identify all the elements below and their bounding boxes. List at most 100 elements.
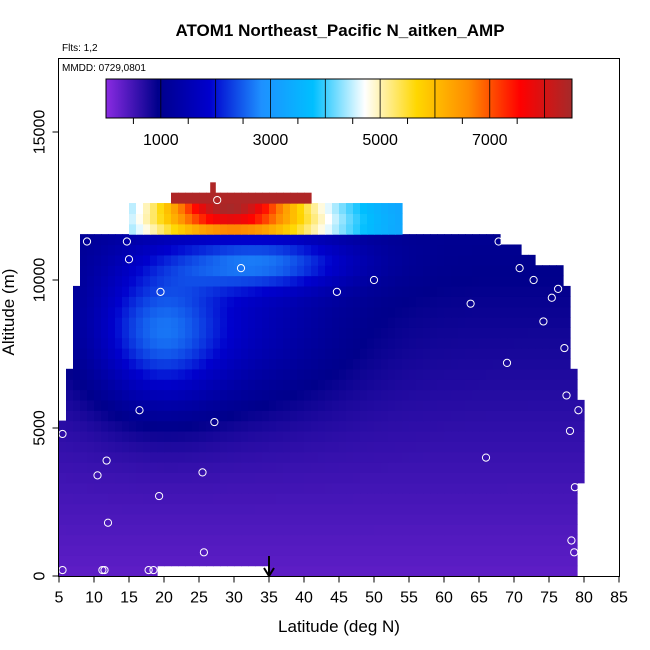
heatmap-cell — [339, 410, 347, 422]
heatmap-cell — [129, 379, 137, 391]
heatmap-cell — [129, 327, 137, 339]
heatmap-cell — [458, 327, 466, 339]
heatmap-cell — [556, 275, 564, 287]
heatmap-cell — [297, 234, 305, 246]
heatmap-cell — [346, 534, 354, 546]
heatmap-cell — [507, 462, 515, 473]
heatmap-cell — [185, 441, 193, 453]
heatmap-cell — [402, 503, 410, 515]
heatmap-cell — [178, 493, 186, 505]
heatmap-cell — [206, 544, 214, 556]
heatmap-cell — [234, 493, 242, 505]
heatmap-cell — [143, 462, 151, 473]
heatmap-cell — [255, 379, 263, 391]
heatmap-cell — [535, 399, 543, 411]
heatmap-cell — [367, 441, 375, 453]
heatmap-cell — [521, 451, 529, 463]
heatmap-cell — [486, 462, 494, 473]
heatmap-cell — [542, 285, 550, 297]
heatmap-cell — [66, 441, 74, 453]
heatmap-cell — [297, 368, 305, 380]
heatmap-cell — [367, 524, 375, 536]
heatmap-cell — [444, 327, 452, 339]
heatmap-cell — [73, 472, 81, 484]
heatmap-cell — [220, 441, 228, 453]
heatmap-cell — [290, 389, 298, 401]
heatmap-cell — [255, 213, 263, 225]
heatmap-cell — [283, 285, 291, 297]
heatmap-cell — [171, 482, 179, 494]
heatmap-cell — [178, 265, 186, 277]
heatmap-cell — [493, 410, 501, 422]
heatmap-cell — [213, 410, 221, 422]
heatmap-cell — [542, 482, 550, 494]
heatmap-cell — [297, 254, 305, 266]
heatmap-cell — [346, 544, 354, 556]
heatmap-cell — [325, 327, 333, 339]
heatmap-cell — [339, 472, 347, 484]
heatmap-cell — [479, 327, 487, 339]
heatmap-cell — [178, 462, 186, 473]
heatmap-cell — [311, 337, 319, 349]
heatmap-cell — [248, 441, 256, 453]
heatmap-cell — [73, 534, 81, 546]
heatmap-cell — [311, 534, 319, 546]
heatmap-cell — [542, 565, 550, 577]
heatmap-cell — [199, 451, 207, 463]
heatmap-cell — [332, 565, 340, 577]
heatmap-cell — [353, 296, 361, 308]
heatmap-cell — [164, 451, 172, 463]
heatmap-cell — [381, 348, 389, 360]
heatmap-cell — [101, 503, 109, 515]
heatmap-cell — [346, 317, 354, 328]
heatmap-cell — [549, 275, 557, 287]
heatmap-cell — [73, 493, 81, 505]
heatmap-cell — [304, 503, 312, 515]
heatmap-cell — [577, 462, 585, 473]
heatmap-cell — [416, 327, 424, 339]
heatmap-cell — [353, 441, 361, 453]
heatmap-cell — [192, 306, 200, 318]
heatmap-cell — [353, 368, 361, 380]
heatmap-cell — [262, 555, 270, 567]
heatmap-cell — [73, 482, 81, 494]
heatmap-cell — [290, 451, 298, 463]
heatmap-cell — [199, 430, 207, 442]
heatmap-cell — [479, 482, 487, 494]
heatmap-cell — [150, 482, 158, 494]
heatmap-cell — [311, 368, 319, 380]
heatmap-cell — [255, 524, 263, 536]
heatmap-cell — [220, 296, 228, 308]
heatmap-cell — [395, 544, 403, 556]
heatmap-cell — [486, 337, 494, 349]
heatmap-cell — [185, 472, 193, 484]
heatmap-cell — [458, 565, 466, 577]
heatmap-cell — [269, 503, 277, 515]
heatmap-cell — [304, 244, 312, 256]
heatmap-cell — [192, 389, 200, 401]
heatmap-cell — [360, 441, 368, 453]
heatmap-cell — [87, 472, 95, 484]
heatmap-cell — [486, 410, 494, 422]
heatmap-cell — [66, 430, 74, 442]
heatmap-cell — [535, 317, 543, 328]
heatmap-cell — [66, 399, 74, 411]
heatmap-cell — [521, 441, 529, 453]
colorbar-tick-label: 5000 — [362, 132, 398, 149]
heatmap-cell — [437, 544, 445, 556]
heatmap-cell — [157, 203, 165, 214]
heatmap-cell — [423, 275, 431, 287]
heatmap-cell — [318, 503, 326, 515]
heatmap-cell — [73, 503, 81, 515]
heatmap-cell — [178, 213, 186, 225]
heatmap-cell — [556, 503, 564, 515]
heatmap-cell — [346, 296, 354, 308]
heatmap-cell — [269, 213, 277, 225]
heatmap-cell — [150, 430, 158, 442]
heatmap-cell — [486, 379, 494, 391]
heatmap-cell — [423, 534, 431, 546]
heatmap-cell — [395, 348, 403, 360]
heatmap-cell — [101, 244, 109, 256]
heatmap-cell — [248, 203, 256, 214]
sample-point — [466, 299, 475, 308]
